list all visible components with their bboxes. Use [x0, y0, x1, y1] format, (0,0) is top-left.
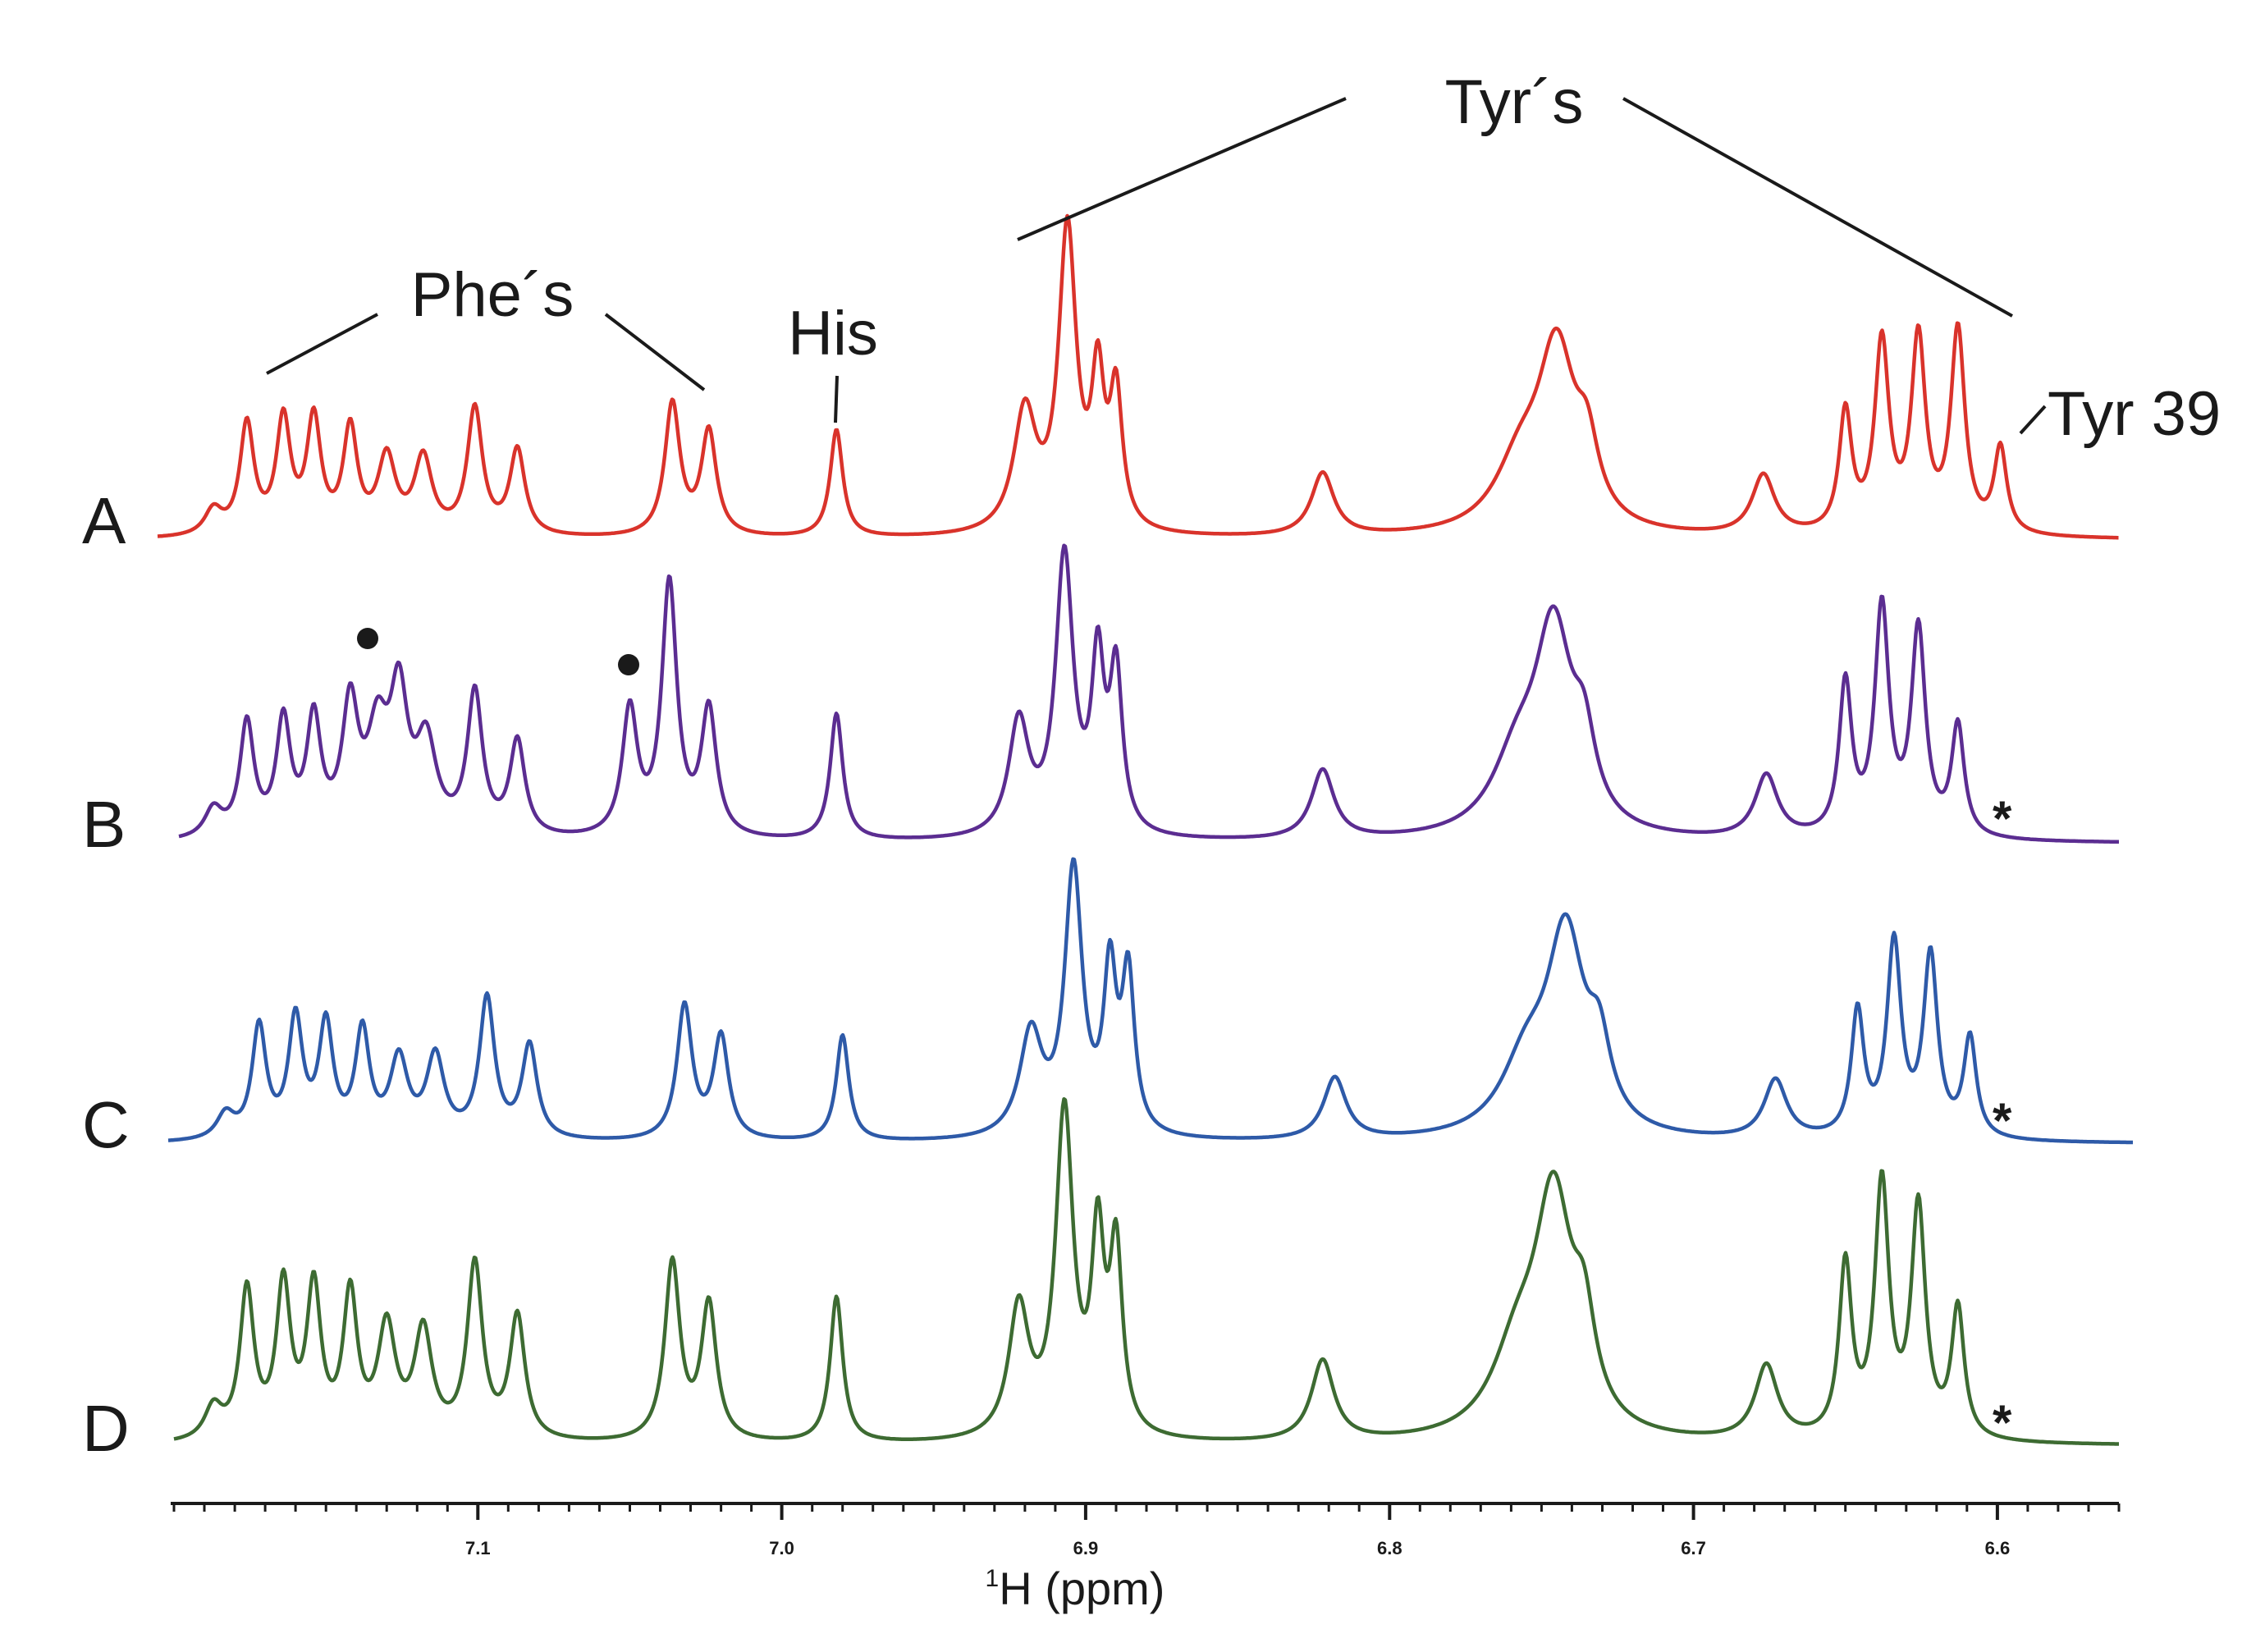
- asterisk-b: *: [1993, 791, 2012, 846]
- x-axis-major-ticks: 7.1 7.0 6.9 6.8 6.7 6.6: [465, 1503, 2010, 1558]
- phe-bracket-left: [266, 313, 378, 375]
- tyr39-tick: [2019, 405, 2047, 435]
- x-tick-label: 7.1: [465, 1538, 491, 1558]
- phe-bracket-right: [604, 313, 706, 391]
- row-label-b: B: [82, 788, 126, 861]
- spectrum-trace-b: [178, 543, 2120, 844]
- x-tick-label: 6.7: [1681, 1538, 1706, 1558]
- row-labels: A B C D: [82, 484, 130, 1465]
- x-axis-minor-ticks: [172, 1503, 2121, 1512]
- tyr39-label: Tyr 39: [2048, 379, 2221, 449]
- dot-marker-1: [357, 628, 378, 649]
- dot-markers: [357, 628, 639, 675]
- x-axis-title-sup: 1: [986, 1565, 1000, 1592]
- his-tick: [834, 375, 839, 423]
- spectrum-trace-a: [157, 213, 2120, 540]
- x-axis: 7.1 7.0 6.9 6.8 6.7 6.6 1H (ppm): [171, 1502, 2121, 1614]
- row-label-a: A: [82, 484, 126, 557]
- row-label-d: D: [82, 1392, 130, 1465]
- asterisk-markers: * * *: [1993, 791, 2012, 1450]
- dot-marker-2: [618, 654, 639, 675]
- annotations: Phe´s His Tyr´s Tyr 39: [266, 67, 2221, 449]
- tyr-bracket-right: [1622, 97, 2013, 318]
- spectra-traces: [157, 213, 2134, 1446]
- phe-label: Phe´s: [411, 260, 574, 330]
- x-axis-title: 1H (ppm): [986, 1563, 1165, 1614]
- x-tick-label: 6.6: [1985, 1538, 2011, 1558]
- x-tick-label: 6.8: [1377, 1538, 1402, 1558]
- tyr-label: Tyr´s: [1445, 67, 1584, 137]
- x-tick-label: 6.9: [1073, 1538, 1099, 1558]
- tyr-bracket-left: [1017, 97, 1347, 241]
- his-label: His: [788, 299, 878, 368]
- x-tick-label: 7.0: [769, 1538, 794, 1558]
- asterisk-d: *: [1993, 1395, 2012, 1450]
- spectrum-trace-d: [173, 1096, 2120, 1446]
- spectrum-trace-c: [167, 857, 2134, 1145]
- x-axis-title-main: H (ppm): [999, 1563, 1165, 1614]
- asterisk-c: *: [1993, 1093, 2012, 1148]
- row-label-c: C: [82, 1088, 130, 1161]
